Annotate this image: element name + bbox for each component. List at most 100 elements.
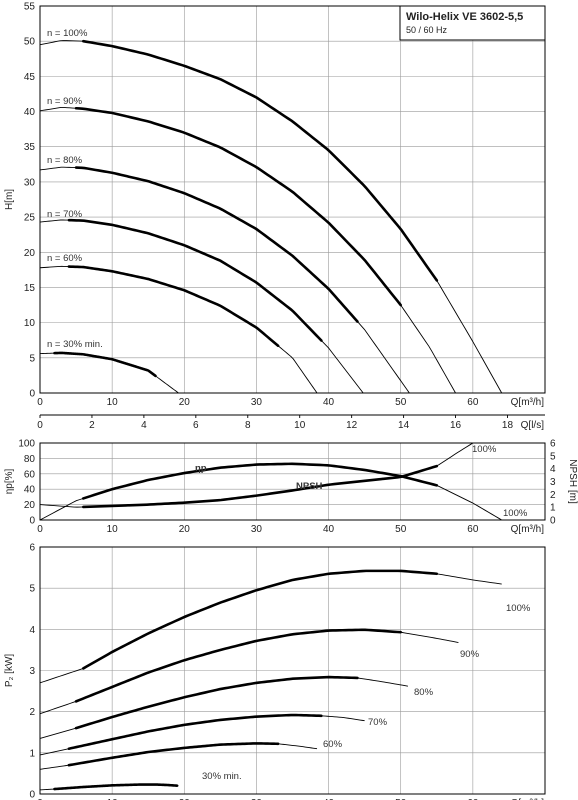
secondary-x-tick-label: 12: [346, 420, 358, 431]
chart-title: Wilo-Helix VE 3602-5,5: [406, 11, 523, 23]
secondary-x-tick-label: 8: [245, 420, 251, 431]
y-tick-label: 35: [24, 142, 36, 153]
secondary-x-tick-label: 4: [141, 420, 147, 431]
panel-power: [39, 546, 546, 795]
y-right-tick-label: 4: [550, 464, 556, 475]
y-tick-label: 20: [24, 248, 36, 259]
head-curve-label: n = 100%: [47, 28, 88, 39]
y-axis-label: P₂ [kW]: [4, 654, 15, 688]
series-line-head-4: [39, 265, 318, 394]
power-curve-label: 80%: [414, 687, 434, 698]
x-tick-label: 50: [395, 524, 407, 535]
x-tick-label: 10: [107, 397, 119, 408]
y-axis-label: ηp[%]: [4, 468, 15, 494]
power-curve-label: 90%: [460, 649, 480, 660]
power-curve-label: 100%: [506, 603, 531, 614]
y-tick-label: 5: [29, 584, 35, 595]
secondary-x-tick-label: 2: [89, 420, 95, 431]
y-tick-label: 40: [24, 485, 36, 496]
series-operating-range-power-0: [81, 569, 439, 670]
y-tick-label: 45: [24, 72, 36, 83]
y-tick-label: 0: [29, 389, 35, 400]
head-curve-label: n = 70%: [47, 209, 83, 220]
secondary-x-axis-label: Q[l/s]: [521, 420, 545, 431]
y-right-tick-label: 3: [550, 477, 556, 488]
secondary-x-tick-label: 14: [398, 420, 410, 431]
x-tick-label: 30: [251, 798, 263, 800]
series-line-power-0: [39, 570, 502, 684]
panel-efficiency: [39, 442, 546, 521]
y-tick-label: 1: [29, 748, 35, 759]
head-curve-label: n = 90%: [47, 96, 83, 107]
series-line-power-2: [39, 676, 409, 739]
y-tick-label: 60: [24, 469, 36, 480]
y-tick-label: 100: [18, 439, 35, 450]
y-right-tick-label: 5: [550, 451, 556, 462]
power-curve-label: 30% min.: [202, 771, 242, 782]
y-tick-label: 55: [24, 2, 36, 13]
series-operating-range-efficiency-1: [81, 464, 439, 509]
plot-frame: [39, 442, 546, 521]
series-line-head-3: [39, 219, 364, 394]
y-axis-label: H[m]: [4, 189, 15, 210]
x-tick-label: 10: [107, 798, 119, 800]
efficiency-end-label: 100%: [503, 508, 528, 519]
x-axis-label: Q[m³/h]: [511, 397, 545, 408]
title-box: Wilo-Helix VE 3602-5,5 50 / 60 Hz: [399, 5, 546, 41]
x-tick-label: 40: [323, 397, 335, 408]
y-tick-label: 80: [24, 454, 36, 465]
series-operating-range-power-3: [67, 713, 323, 751]
y-tick-label: 4: [29, 625, 35, 636]
series-operating-range-power-5: [53, 783, 179, 791]
y-tick-label: 5: [29, 353, 35, 364]
panel-head: [39, 5, 546, 418]
x-axis-label: Q[m³/h]: [511, 798, 545, 800]
x-tick-label: 30: [251, 524, 263, 535]
head-curve-label: n = 60%: [47, 253, 83, 264]
y-right-tick-label: 1: [550, 503, 556, 514]
head-curve-label: n = 30% min.: [47, 339, 103, 350]
y-tick-label: 0: [29, 516, 35, 527]
y-tick-label: 2: [29, 707, 35, 718]
secondary-x-tick-label: 6: [193, 420, 199, 431]
head-curve-label: n = 80%: [47, 155, 83, 166]
power-curve-label: 70%: [368, 717, 388, 728]
y-right-axis-label: NPSH [m]: [567, 459, 578, 504]
x-tick-label: 0: [37, 397, 43, 408]
x-tick-label: 50: [395, 397, 407, 408]
x-axis-label: Q[m³/h]: [511, 524, 545, 535]
series-operating-range-head-0: [81, 39, 439, 282]
title-box-frame: [399, 5, 546, 41]
plot-frame: [39, 546, 546, 795]
x-tick-label: 20: [179, 798, 191, 800]
chart-subtitle: 50 / 60 Hz: [406, 25, 448, 35]
x-tick-label: 0: [37, 524, 43, 535]
series-operating-range-head-4: [67, 265, 280, 348]
x-tick-label: 0: [37, 798, 43, 800]
series-operating-range-head-5: [53, 351, 157, 378]
secondary-x-tick-label: 0: [37, 420, 43, 431]
y-tick-label: 15: [24, 283, 36, 294]
series-operating-range-efficiency-0: [81, 462, 439, 500]
y-tick-label: 25: [24, 213, 36, 224]
x-tick-label: 60: [467, 798, 479, 800]
y-tick-label: 30: [24, 177, 36, 188]
y-right-tick-label: 0: [550, 516, 556, 527]
series-line-head-2: [39, 166, 410, 394]
series-operating-range-power-2: [74, 675, 359, 730]
y-tick-label: 40: [24, 107, 36, 118]
x-tick-label: 40: [323, 798, 335, 800]
secondary-x-tick-label: 10: [294, 420, 306, 431]
x-tick-label: 60: [467, 397, 479, 408]
secondary-x-tick-label: 16: [450, 420, 462, 431]
y-tick-label: 6: [29, 543, 35, 554]
series-line-head-1: [39, 107, 456, 394]
x-tick-label: 10: [107, 524, 119, 535]
y-tick-label: 50: [24, 37, 36, 48]
secondary-x-tick-label: 18: [502, 420, 514, 431]
y-tick-label: 3: [29, 666, 35, 677]
plot-frame: [39, 5, 546, 394]
series-operating-range-head-3: [67, 218, 323, 342]
y-tick-label: 10: [24, 318, 36, 329]
